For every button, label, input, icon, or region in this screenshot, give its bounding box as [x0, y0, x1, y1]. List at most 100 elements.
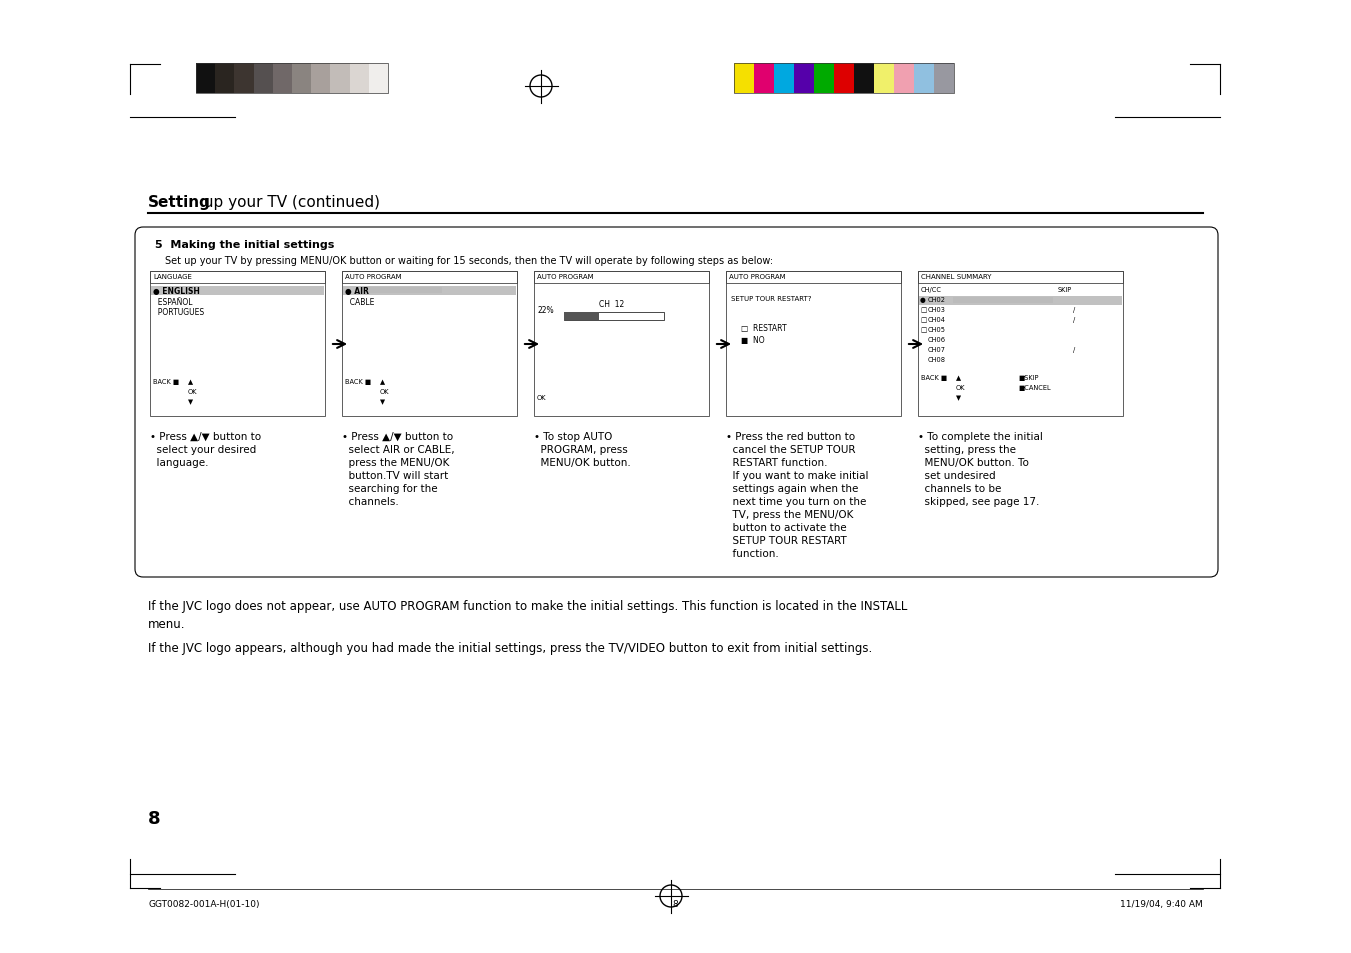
Bar	[794, 64, 815, 94]
Text: ● ENGLISH: ● ENGLISH	[153, 287, 200, 295]
Text: up your TV (continued): up your TV (continued)	[199, 194, 380, 210]
Text: ▼: ▼	[380, 398, 385, 405]
Text: 8: 8	[149, 809, 161, 827]
Text: BACK ■: BACK ■	[153, 378, 180, 385]
Text: • Press the red button to: • Press the red button to	[725, 432, 855, 441]
Text: CH07: CH07	[928, 347, 946, 353]
Text: skipped, see page 17.: skipped, see page 17.	[917, 497, 1039, 506]
Text: LANGUAGE: LANGUAGE	[153, 274, 192, 280]
Text: AUTO PROGRAM: AUTO PROGRAM	[536, 274, 593, 280]
Text: AUTO PROGRAM: AUTO PROGRAM	[730, 274, 786, 280]
Text: /: /	[1073, 347, 1075, 353]
Bar	[196, 64, 215, 94]
Bar	[151, 287, 324, 295]
Text: Setting: Setting	[149, 194, 211, 210]
Text: OK: OK	[380, 389, 389, 395]
Text: channels.: channels.	[342, 497, 399, 506]
Text: set undesired: set undesired	[917, 471, 996, 480]
Bar	[725, 272, 901, 284]
Text: OK: OK	[536, 395, 547, 400]
Text: CH08: CH08	[928, 356, 946, 363]
Text: • Press ▲/▼ button to: • Press ▲/▼ button to	[150, 432, 261, 441]
Text: ▲: ▲	[380, 378, 385, 385]
Text: setting, press the: setting, press the	[917, 444, 1016, 455]
Text: button.TV will start: button.TV will start	[342, 471, 449, 480]
Text: menu.: menu.	[149, 618, 185, 630]
Text: ESPAÑOL: ESPAÑOL	[153, 297, 192, 307]
Bar	[774, 64, 794, 94]
Text: If the JVC logo appears, although you had made the initial settings, press the T: If the JVC logo appears, although you ha…	[149, 641, 873, 655]
Text: MENU/OK button.: MENU/OK button.	[534, 457, 631, 468]
Text: 8: 8	[673, 899, 678, 908]
Bar	[342, 272, 517, 416]
Text: BACK ■: BACK ■	[345, 378, 372, 385]
Bar	[915, 64, 934, 94]
Bar	[725, 272, 901, 416]
Text: GGT0082-001A-H(01-10): GGT0082-001A-H(01-10)	[149, 899, 259, 908]
Text: CH/CC: CH/CC	[921, 287, 942, 293]
Text: SKIP: SKIP	[1058, 287, 1073, 293]
Text: MENU/OK button. To: MENU/OK button. To	[917, 457, 1029, 468]
Text: function.: function.	[725, 548, 778, 558]
Bar	[254, 64, 273, 94]
Text: RESTART function.: RESTART function.	[725, 457, 828, 468]
Text: /: /	[1073, 307, 1075, 313]
Bar	[534, 272, 709, 416]
Bar	[534, 272, 709, 284]
Text: Set up your TV by pressing MENU/OK button or waiting for 15 seconds, then the TV: Set up your TV by pressing MENU/OK butto…	[165, 255, 773, 266]
Bar	[196, 64, 388, 94]
Text: □: □	[920, 316, 927, 323]
Text: ●: ●	[920, 296, 925, 303]
Text: TV, press the MENU/OK: TV, press the MENU/OK	[725, 510, 854, 519]
Bar	[919, 296, 1121, 306]
Text: language.: language.	[150, 457, 208, 468]
Text: OK: OK	[957, 385, 966, 391]
Text: ● AIR: ● AIR	[345, 287, 369, 295]
Text: PROGRAM, press: PROGRAM, press	[534, 444, 628, 455]
Bar	[917, 272, 1123, 416]
Text: CH03: CH03	[928, 307, 946, 313]
Bar	[235, 64, 254, 94]
Text: cancel the SETUP TOUR: cancel the SETUP TOUR	[725, 444, 855, 455]
Bar	[273, 64, 292, 94]
Text: OK: OK	[188, 389, 197, 395]
Text: CHANNEL SUMMARY: CHANNEL SUMMARY	[921, 274, 992, 280]
Text: /: /	[1073, 316, 1075, 323]
Bar	[362, 288, 442, 294]
Text: next time you turn on the: next time you turn on the	[725, 497, 866, 506]
Text: ■SKIP: ■SKIP	[1019, 375, 1039, 380]
Text: ▼: ▼	[957, 395, 961, 400]
Text: SETUP TOUR RESTART: SETUP TOUR RESTART	[725, 536, 847, 545]
Bar	[150, 272, 326, 284]
Bar	[369, 64, 388, 94]
Bar	[150, 272, 326, 416]
Text: button to activate the: button to activate the	[725, 522, 847, 533]
Bar	[563, 313, 598, 320]
Text: press the MENU/OK: press the MENU/OK	[342, 457, 450, 468]
Text: 11/19/04, 9:40 AM: 11/19/04, 9:40 AM	[1120, 899, 1202, 908]
Text: □  RESTART: □ RESTART	[740, 324, 786, 333]
Text: searching for the: searching for the	[342, 483, 438, 494]
Text: • To complete the initial: • To complete the initial	[917, 432, 1043, 441]
Text: 22%: 22%	[536, 306, 554, 314]
Text: ■  NO: ■ NO	[740, 335, 765, 345]
Bar	[917, 272, 1123, 284]
Text: 5  Making the initial settings: 5 Making the initial settings	[155, 240, 335, 250]
Bar	[342, 272, 517, 284]
Text: CH04: CH04	[928, 316, 946, 323]
Bar	[934, 64, 954, 94]
Text: CH  12: CH 12	[598, 299, 624, 309]
Bar	[343, 287, 516, 295]
Text: channels to be: channels to be	[917, 483, 1001, 494]
Text: CH06: CH06	[928, 336, 946, 343]
Text: BACK ■: BACK ■	[921, 375, 947, 380]
Text: settings again when the: settings again when the	[725, 483, 858, 494]
Text: PORTUGUES: PORTUGUES	[153, 308, 204, 316]
Text: AUTO PROGRAM: AUTO PROGRAM	[345, 274, 401, 280]
Bar	[754, 64, 774, 94]
Bar	[734, 64, 954, 94]
Text: select AIR or CABLE,: select AIR or CABLE,	[342, 444, 455, 455]
Text: ▲: ▲	[188, 378, 193, 385]
Bar	[734, 64, 754, 94]
Bar	[834, 64, 854, 94]
